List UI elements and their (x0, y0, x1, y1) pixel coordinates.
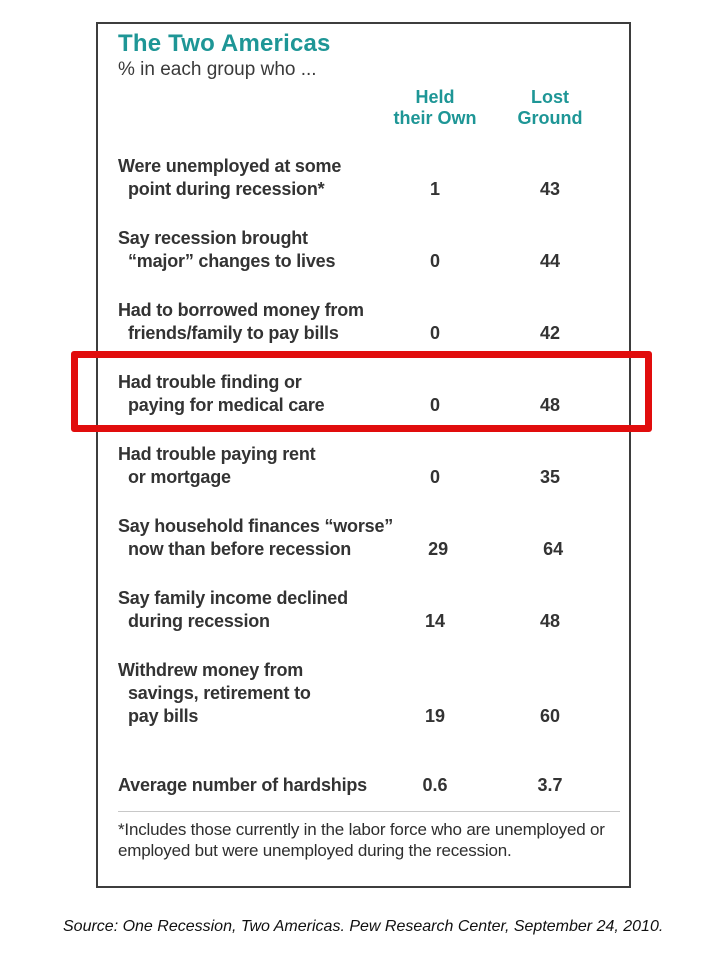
value-lost: 60 (539, 706, 561, 726)
row-label-line: pay bills (128, 706, 199, 726)
value-held: 14 (424, 611, 446, 631)
table-row: Say family income declined during recessi… (118, 587, 620, 633)
row-label-line: Average number of hardships (118, 775, 367, 795)
column-headers: Held their Own Lost Ground (118, 87, 620, 129)
value-lost: 64 (543, 539, 564, 559)
value-held: 0 (429, 467, 440, 487)
row-label: Say family income declined during recessi… (118, 587, 390, 633)
row-label-line: Were unemployed at some (118, 156, 342, 176)
figure-content: The Two Americas % in each group who ...… (98, 24, 629, 861)
row-label-line: Say household finances “worse” (118, 516, 394, 536)
row-label: Withdrew money from savings, retirement t… (118, 659, 390, 728)
row-label: Were unemployed at some point during rece… (118, 155, 390, 201)
row-label-line: paying for medical care (128, 395, 325, 415)
row-label-line: or mortgage (128, 467, 231, 487)
value-lost: 48 (539, 395, 561, 415)
row-label: Say recession brought “major” changes to … (118, 227, 390, 273)
value-held: 29 (428, 539, 449, 559)
column-header-lost: Lost Ground (480, 87, 620, 129)
value-lost: 35 (539, 467, 561, 487)
table-row: Were unemployed at some point during rece… (118, 155, 620, 201)
table-row: Say recession brought “major” changes to … (118, 227, 620, 273)
value-held: 0 (429, 395, 440, 415)
table-row: Average number of hardships 0.6 3.7 (118, 774, 620, 797)
value-held: 1 (429, 179, 440, 199)
row-label-line: “major” changes to lives (128, 251, 336, 271)
table-row: Had to borrowed money from friends/family… (118, 299, 620, 345)
row-label-line: now than before recession (128, 539, 352, 559)
chart-subtitle: % in each group who ... (118, 59, 317, 80)
footnote: *Includes those currently in the labor f… (118, 811, 620, 861)
row-label: Say household finances “worse” now than b… (118, 515, 393, 561)
value-held: 0.6 (422, 775, 448, 795)
table-row: Withdrew money from savings, retirement t… (118, 659, 620, 728)
row-label-line: Say recession brought (118, 228, 308, 248)
chart-title: The Two Americas (118, 30, 331, 57)
row-label-line: savings, retirement to (128, 683, 311, 703)
source-caption: Source: One Recession, Two Americas. Pew… (63, 918, 664, 935)
row-label-line: during recession (128, 611, 270, 631)
column-header-lost-line1: Lost (531, 87, 569, 107)
row-label: Average number of hardships (118, 774, 390, 797)
row-label-line: Had to borrowed money from (118, 300, 364, 320)
figure-panel: The Two Americas % in each group who ...… (96, 22, 631, 888)
row-label: Had trouble paying rent or mortgage (118, 443, 390, 489)
value-lost: 48 (539, 611, 561, 631)
row-label: Had to borrowed money from friends/family… (118, 299, 390, 345)
row-label-line: Withdrew money from (118, 660, 304, 680)
column-header-held-line2: their Own (393, 108, 477, 128)
value-held: 0 (429, 251, 440, 271)
row-label-line: point during recession* (128, 179, 325, 199)
table-row: Say household finances “worse” now than b… (118, 515, 620, 561)
value-lost: 43 (539, 179, 561, 199)
row-label-line: Say family income declined (118, 588, 348, 608)
value-lost: 42 (539, 323, 561, 343)
row-label-line: friends/family to pay bills (128, 323, 339, 343)
row-label-line: Had trouble paying rent (118, 444, 316, 464)
table-row-highlighted: Had trouble finding or paying for medical… (118, 371, 620, 417)
table-row: Had trouble paying rent or mortgage 0 35 (118, 443, 620, 489)
value-lost: 44 (539, 251, 561, 271)
row-label-line: Had trouble finding or (118, 372, 302, 392)
column-header-held-line1: Held (415, 87, 455, 107)
value-held: 0 (429, 323, 440, 343)
column-header-held: Held their Own (390, 87, 480, 129)
table-body: Were unemployed at some point during rece… (118, 155, 620, 797)
column-header-lost-line2: Ground (517, 108, 583, 128)
value-held: 19 (424, 706, 446, 726)
row-label: Had trouble finding or paying for medical… (118, 371, 390, 417)
value-lost: 3.7 (537, 775, 563, 795)
